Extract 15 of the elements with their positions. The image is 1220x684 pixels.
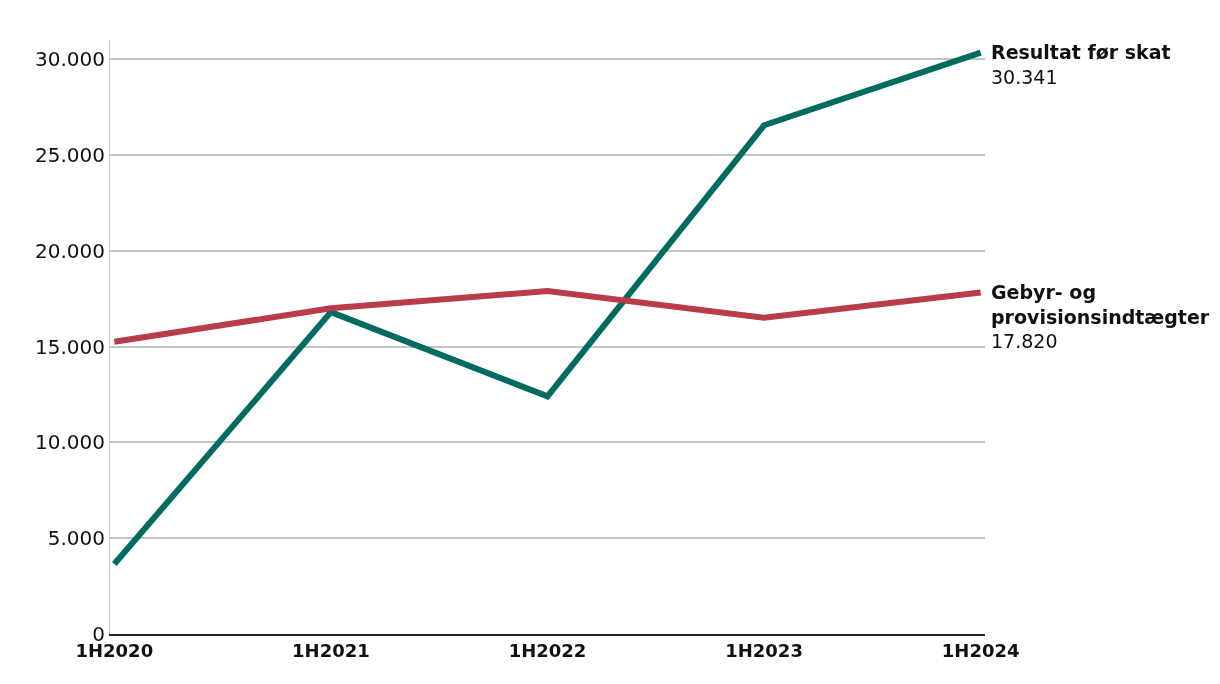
series-label: Gebyr- og provisionsindtægter xyxy=(991,281,1210,328)
series-label: Resultat før skat xyxy=(991,41,1171,63)
y-tick-label: 20.000 xyxy=(35,238,105,263)
y-tick-label: 5.000 xyxy=(47,526,105,551)
x-tick-label: 1H2023 xyxy=(725,640,803,662)
y-tick-label: 10.000 xyxy=(35,430,105,455)
y-tick-label: 30.000 xyxy=(35,47,105,72)
data-label: 30.341 xyxy=(991,65,1058,88)
x-tick-label: 1H2024 xyxy=(941,640,1020,662)
x-tick-label: 1H2022 xyxy=(508,640,587,662)
data-label: 17.820 xyxy=(991,330,1058,353)
y-tick-label: 15.000 xyxy=(35,334,105,359)
x-tick-label: 1H2021 xyxy=(292,640,370,662)
y-tick-label: 25.000 xyxy=(35,142,105,167)
x-tick-label: 1H2020 xyxy=(75,640,154,662)
